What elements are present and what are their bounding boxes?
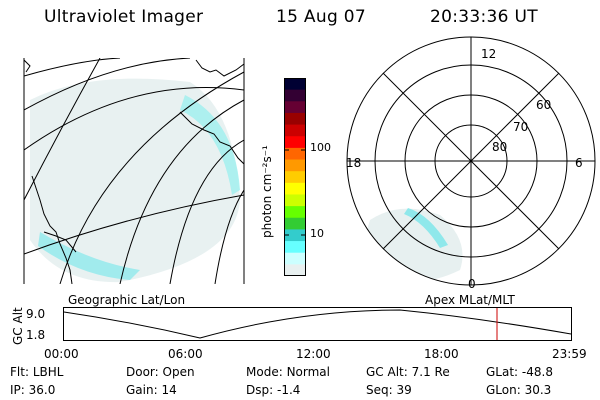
mlt-label-0: 0 bbox=[468, 277, 476, 291]
status-seq: Seq: 39 bbox=[366, 383, 412, 397]
mlt-label-18: 18 bbox=[346, 156, 362, 170]
status-flt: Flt: LBHL bbox=[10, 365, 64, 379]
status-ip: IP: 36.0 bbox=[10, 383, 56, 397]
colorbar-band bbox=[284, 101, 306, 114]
mlt-label-12: 12 bbox=[481, 47, 497, 61]
status-gain: Gain: 14 bbox=[126, 383, 177, 397]
colorbar-band bbox=[284, 217, 306, 230]
status-glat: GLat: -48.8 bbox=[486, 365, 553, 379]
time-tick-1200: 12:00 bbox=[296, 347, 331, 361]
image-date: 15 Aug 07 bbox=[276, 7, 366, 27]
colorbar bbox=[284, 78, 306, 276]
colorbar-band bbox=[284, 206, 306, 219]
mlat-label-70: 70 bbox=[513, 120, 529, 134]
status-mode: Mode: Normal bbox=[246, 365, 330, 379]
colorbar-band bbox=[284, 159, 306, 172]
altitude-curve bbox=[63, 309, 572, 339]
geo-coastlines bbox=[24, 59, 244, 284]
status-gc-alt: GC Alt: 7.1 Re bbox=[366, 365, 450, 379]
status-glon: GLon: 30.3 bbox=[486, 383, 552, 397]
time-tick-0600: 06:00 bbox=[168, 347, 203, 361]
colorbar-tick-100: 100 bbox=[310, 141, 331, 154]
colorbar-band bbox=[284, 124, 306, 137]
geo-caption: Geographic Lat/Lon bbox=[68, 293, 186, 307]
colorbar-band bbox=[284, 136, 306, 149]
colorbar-band bbox=[284, 78, 306, 91]
time-tick-1800: 18:00 bbox=[424, 347, 459, 361]
altitude-y-label: GC Alt bbox=[11, 307, 25, 345]
polar-grid bbox=[346, 36, 596, 286]
colorbar-band bbox=[284, 89, 306, 102]
time-tick-2359: 23:59 bbox=[552, 347, 587, 361]
time-tick-0000: 00:00 bbox=[44, 347, 79, 361]
colorbar-band bbox=[284, 171, 306, 184]
colorbar-band bbox=[284, 241, 306, 254]
altitude-tick-low: 1.8 bbox=[26, 328, 46, 342]
colorbar-band bbox=[284, 229, 306, 242]
altitude-tick-high: 9.0 bbox=[26, 307, 46, 321]
colorbar-band bbox=[284, 147, 306, 161]
mlat-label-80: 80 bbox=[492, 140, 508, 154]
colorbar-band bbox=[284, 194, 306, 207]
instrument-title: Ultraviolet Imager bbox=[44, 7, 204, 27]
colorbar-band bbox=[284, 252, 306, 265]
image-time: 20:33:36 UT bbox=[430, 7, 538, 27]
mlt-label-6: 6 bbox=[575, 156, 583, 170]
colorbar-tick-10: 10 bbox=[310, 227, 324, 240]
geo-frame bbox=[23, 58, 245, 284]
status-dsp: Dsp: -1.4 bbox=[246, 383, 301, 397]
colorbar-band bbox=[284, 264, 306, 276]
colorbar-band bbox=[284, 182, 306, 195]
polar-caption: Apex MLat/MLT bbox=[425, 293, 515, 307]
status-door: Door: Open bbox=[126, 365, 195, 379]
geo-graticule bbox=[24, 58, 244, 284]
colorbar-band bbox=[284, 112, 306, 126]
mlat-label-60: 60 bbox=[536, 98, 552, 112]
